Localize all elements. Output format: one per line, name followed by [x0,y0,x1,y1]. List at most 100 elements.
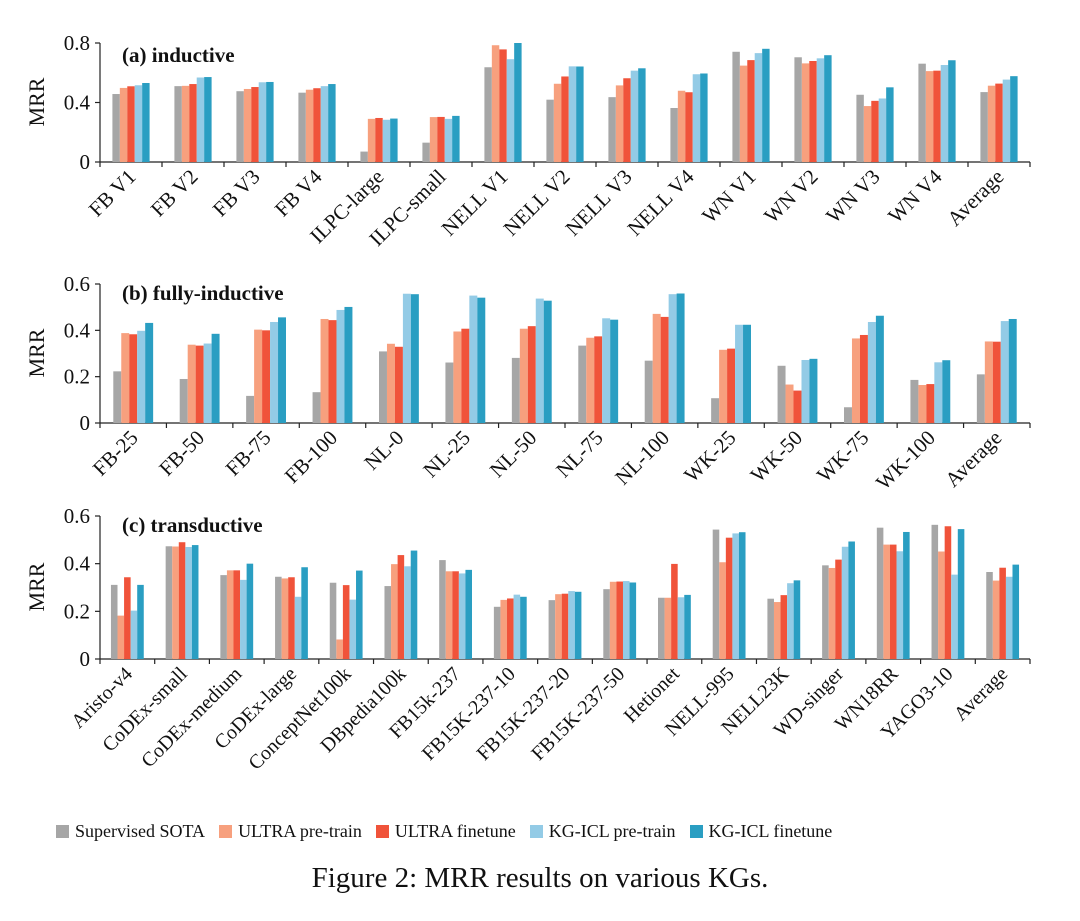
bar [762,48,770,162]
bar [461,328,470,423]
bar [493,606,501,659]
bar [671,563,678,659]
bar [548,600,556,659]
bar [452,571,459,659]
x-tick-label: FB V2 [146,165,203,222]
bar [856,94,864,162]
bar [677,597,685,659]
bar [615,85,624,162]
bar [851,338,860,423]
bar [835,559,842,659]
bar [896,551,904,659]
bar [863,106,872,162]
bar [185,546,192,659]
x-tick-label: NL-75 [551,426,608,483]
x-tick-label: WK-25 [679,426,741,488]
y-tick-label: 0.6 [64,272,90,296]
bar [809,61,817,162]
x-tick-label: WK-50 [746,426,808,488]
bar [986,572,993,659]
bar [555,594,562,659]
bar [328,320,337,423]
bar [305,89,314,162]
bar [670,108,678,162]
bar [992,341,1001,423]
legend-item-ultra-pretrain: ULTRA pre-train [219,821,362,842]
legend-item-kgicl-pretrain: KG-ICL pre-train [529,820,676,842]
x-tick-label: Average [940,426,1006,492]
y-tick-label: 0.4 [64,91,91,115]
panel-title: (a) inductive [122,43,235,67]
legend-swatch [529,824,543,838]
bar [145,322,154,423]
bar [883,544,890,659]
bar [543,300,552,423]
bar [429,117,438,162]
bar [553,83,562,162]
bar [743,324,751,423]
bar [484,67,492,162]
bar [349,599,357,659]
bar [511,357,520,423]
bar [328,84,336,162]
bar [546,99,554,162]
bar [266,81,274,162]
bar [203,343,212,423]
bar [767,598,774,659]
bar [747,60,755,162]
bar [240,579,247,659]
bar [469,295,478,423]
bar [189,84,197,162]
y-axis-label: MRR [24,562,49,611]
y-tick-label: 0.2 [64,365,90,389]
x-tick-label: FB V1 [84,165,141,222]
bar [676,293,685,423]
bar [204,77,212,162]
bar [110,584,118,659]
legend-swatch [219,824,233,838]
bar [187,344,196,423]
bar [801,359,810,423]
bar [878,98,887,162]
bar [931,524,939,659]
bar [246,395,255,423]
bar [719,349,728,423]
bar [828,567,836,659]
bar [444,118,453,162]
bar [574,591,582,659]
bar [602,318,611,423]
bar [732,533,739,659]
bar [944,526,952,659]
bar [822,565,829,659]
bar [281,578,289,659]
bar [926,384,935,423]
bar [918,63,926,162]
bar [576,66,584,162]
bar [739,65,748,162]
bar [422,142,430,162]
bar [824,55,832,163]
x-tick-label: NELL V4 [623,164,699,240]
bar [608,97,616,162]
bar [875,315,884,423]
bar [258,82,267,162]
x-tick-label: NELL V3 [561,165,637,241]
bar [1002,79,1011,162]
bar [622,581,630,659]
bar [867,321,876,423]
legend-label: KG-ICL pre-train [548,820,676,841]
legend-label: ULTRA finetune [394,820,516,841]
bar [226,570,234,659]
x-tick-label: NL-25 [418,426,475,483]
bar [918,385,927,423]
bar [848,541,855,659]
bar [660,316,669,423]
bar [1000,321,1009,423]
x-tick-label: Average [942,165,1008,231]
bar [506,59,515,162]
bar [951,574,958,659]
bar [1012,564,1020,659]
bar [519,328,528,423]
panel-title: (c) transductive [122,513,263,537]
bar [243,88,252,162]
